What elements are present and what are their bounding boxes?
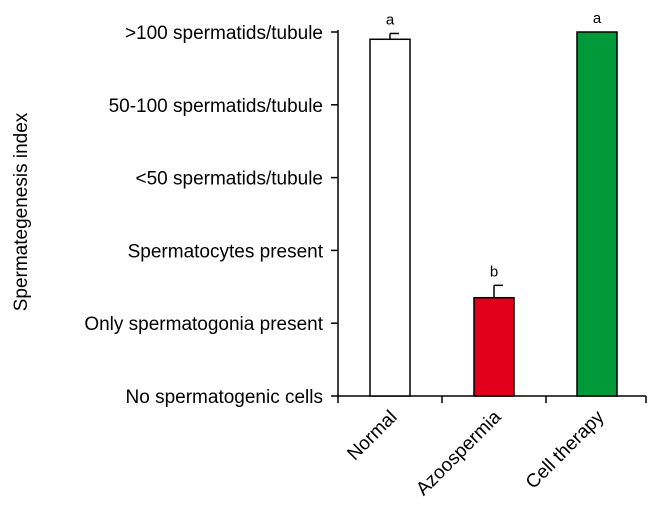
y-tick-label: No spermatogenic cells	[126, 387, 323, 408]
bars	[369, 31, 618, 397]
significance-labels: a b a	[386, 10, 602, 280]
x-tick-labels: Normal Azoospermia Cell therapy	[343, 406, 608, 500]
y-tick-label: Only spermatogonia present	[84, 314, 323, 335]
x-tick-label: Azoospermia	[412, 406, 506, 500]
y-tick-labels: No spermatogenic cells Only spermatogonia…	[84, 23, 323, 408]
bar-normal	[369, 38, 411, 397]
bar-cell-therapy	[576, 31, 618, 397]
significance-label: a	[386, 11, 395, 28]
bar-azoospermia	[473, 296, 515, 397]
y-tick-label: Spermatocytes present	[128, 241, 324, 262]
y-tick-label: >100 spermatids/tubule	[125, 23, 323, 44]
x-tick-label: Cell therapy	[522, 406, 609, 493]
error-bars	[389, 32, 503, 298]
significance-label: b	[490, 263, 498, 280]
y-tick-label: 50-100 spermatids/tubule	[109, 96, 323, 117]
x-tick-label: Normal	[343, 407, 401, 465]
y-axis-label: Spermategenesis index	[11, 112, 32, 311]
y-tick-label: <50 spermatids/tubule	[136, 169, 323, 190]
significance-label: a	[593, 10, 602, 27]
